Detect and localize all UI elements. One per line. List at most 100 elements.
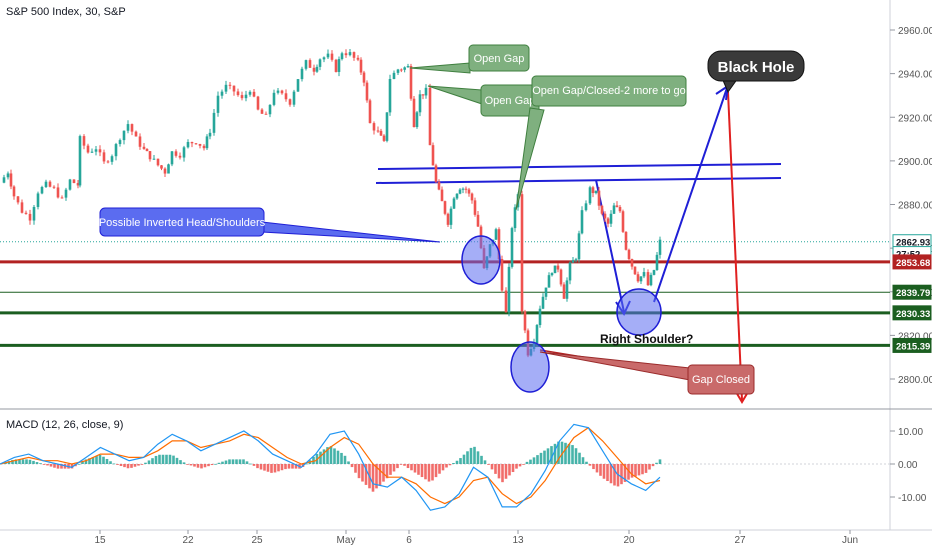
candle-body	[68, 179, 72, 190]
macd-histogram-bar	[42, 464, 46, 465]
x-tick-label: 25	[251, 535, 263, 546]
candle-body	[494, 229, 498, 240]
candle-body	[510, 228, 514, 267]
macd-histogram-bar	[263, 464, 266, 471]
candle-body	[280, 90, 284, 94]
macd-histogram-bar	[525, 461, 529, 464]
black-hole-drop-line[interactable]	[727, 91, 743, 401]
macd-histogram-bar	[137, 464, 140, 466]
candle-body	[513, 207, 517, 229]
callout-inverted-head-shoulders[interactable]: Possible Inverted Head/Shoulders	[99, 207, 441, 243]
macd-histogram-bar	[413, 464, 417, 473]
macd-histogram-bar	[161, 454, 165, 464]
price-label-box	[892, 337, 932, 353]
callout-box	[468, 44, 530, 72]
macd-histogram-bar	[364, 464, 368, 485]
candle-body	[216, 95, 220, 113]
candle-body	[568, 262, 572, 281]
callout-black-hole[interactable]: Black Hole	[707, 50, 805, 94]
macd-histogram-bar	[259, 464, 263, 470]
candle-body	[152, 158, 156, 160]
callout-box	[531, 75, 687, 107]
macd-histogram-bar	[77, 463, 81, 465]
macd-histogram-bar	[203, 464, 207, 468]
candle-body	[98, 149, 102, 153]
candle-body	[636, 274, 640, 282]
macd-histogram-bar	[305, 463, 308, 465]
black-hole-drop-arrowhead	[735, 391, 749, 404]
callout-gap-closed[interactable]: Gap Closed	[539, 351, 755, 395]
candle-body	[304, 60, 308, 69]
candle-body	[228, 84, 232, 86]
y-tick-label: 2880.00	[898, 201, 932, 212]
candle-body	[615, 205, 619, 207]
horizontal-levels	[0, 241, 890, 347]
candle-body	[178, 155, 182, 158]
macd-histogram-bar	[658, 459, 662, 464]
right-shoulder-circle[interactable]	[616, 288, 662, 336]
left-shoulder-circle[interactable]	[461, 235, 501, 285]
macd-histogram-bar	[357, 464, 361, 479]
callout-open-gap-closed[interactable]: Open Gap/Closed-2 more to go	[515, 75, 687, 211]
macd-histogram-bar	[49, 464, 53, 467]
candle-body	[642, 272, 646, 277]
macd-histogram-bar	[280, 464, 284, 471]
macd-histogram-bar	[648, 464, 651, 470]
neckline-lower[interactable]	[375, 177, 782, 184]
macd-histogram-bar	[284, 464, 287, 470]
candle-body	[348, 52, 352, 56]
candle-body	[580, 210, 584, 234]
macd-histogram-bar	[585, 461, 588, 464]
candle-body	[396, 69, 400, 73]
candle-body	[412, 98, 416, 128]
candle-body	[409, 66, 413, 99]
candle-body	[368, 100, 372, 124]
price-label: 2862.93	[896, 238, 930, 249]
macd-histogram-bar	[438, 464, 441, 474]
symbol-title: S&P 500 Index, 30, S&P	[6, 6, 126, 18]
candle-body	[236, 91, 240, 96]
macd-histogram-bar	[277, 464, 280, 472]
macd-histogram-bar	[81, 461, 84, 464]
candle-body	[403, 67, 406, 70]
neckline-upper[interactable]	[377, 163, 782, 170]
path-line-down[interactable]	[595, 179, 625, 313]
candle-body	[535, 325, 539, 343]
time-axis[interactable]: 15 22 25 May 6 13 20 27 Jun	[94, 530, 858, 546]
candle-body	[300, 68, 304, 80]
candle-body	[24, 212, 28, 214]
macd-histogram-bar	[175, 457, 179, 464]
macd-histogram-bar	[371, 464, 375, 492]
candle-body	[359, 59, 363, 73]
head-circle[interactable]	[510, 341, 550, 393]
candle-body	[232, 85, 236, 92]
candle-body	[60, 197, 64, 199]
price-label: 2815.39	[896, 341, 930, 352]
candle-body	[174, 151, 178, 156]
candle-body	[40, 187, 44, 194]
candle-body	[340, 53, 344, 60]
candle-body	[86, 145, 90, 153]
macd-histogram-bar	[392, 464, 396, 472]
candle-body	[260, 109, 264, 114]
macd-histogram-bar	[557, 441, 560, 464]
callout-open-gap-2[interactable]: Open Gap	[427, 84, 540, 117]
macd-histogram-bar	[602, 464, 606, 479]
candle-body	[624, 231, 628, 250]
macd-histogram-bar	[343, 455, 347, 464]
macd-histogram-bar	[294, 464, 298, 469]
candle-body	[470, 193, 474, 201]
macd-histogram-bar	[95, 456, 98, 464]
candle-body	[597, 190, 601, 206]
y-tick-label: 2960.00	[898, 26, 932, 37]
candle-body	[544, 287, 548, 297]
candle-body	[334, 59, 338, 72]
candle-body	[452, 198, 456, 209]
macd-histogram-bar	[102, 456, 105, 464]
macd-axis[interactable]: 10.00 0.00 -10.00	[890, 427, 927, 504]
candle-body	[446, 213, 450, 225]
callout-open-gap-1[interactable]: Open Gap	[409, 44, 530, 74]
path-line-up[interactable]	[653, 87, 728, 303]
candle-body	[443, 201, 447, 214]
